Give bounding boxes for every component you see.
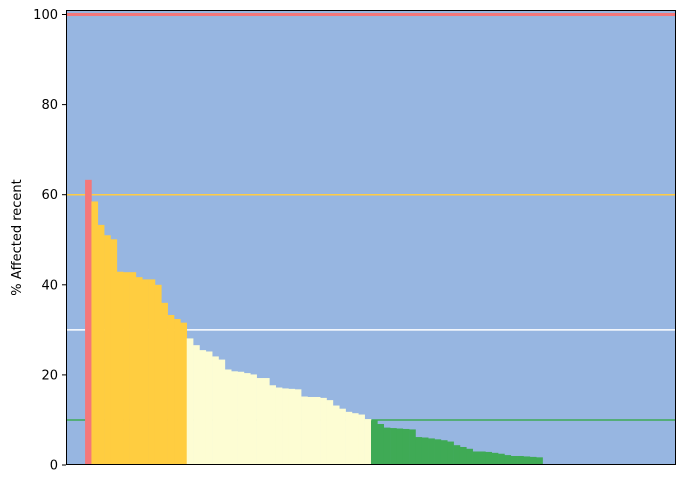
- bar: [129, 272, 137, 465]
- bar: [256, 378, 264, 465]
- bars: [85, 179, 543, 465]
- bar: [123, 272, 130, 465]
- bar: [364, 419, 372, 465]
- y-tick-label: 40: [41, 278, 58, 293]
- bar: [377, 424, 384, 465]
- y-tick-label: 80: [41, 98, 58, 113]
- bar: [282, 388, 289, 465]
- bar: [212, 356, 219, 465]
- bar: [167, 314, 175, 465]
- bar: [262, 378, 270, 465]
- bar: [415, 437, 423, 465]
- bar: [91, 201, 99, 465]
- bar: [485, 451, 493, 465]
- bar: [110, 239, 118, 465]
- bar: [459, 446, 467, 465]
- bar: [193, 345, 200, 465]
- bar: [491, 452, 499, 465]
- bar: [434, 439, 442, 465]
- bar: [529, 456, 537, 465]
- bar: [275, 387, 283, 465]
- bar: [523, 456, 531, 465]
- bar: [231, 371, 238, 465]
- plot-frame: [66, 10, 676, 465]
- bar: [472, 451, 480, 465]
- y-axis-label: % Affected recent: [10, 179, 25, 296]
- bar: [97, 224, 105, 465]
- bar: [326, 400, 334, 465]
- y-axis: 0 20 40 60 80 100: [33, 8, 66, 474]
- bar: [186, 338, 194, 465]
- y-tick-label: 60: [41, 188, 58, 203]
- bar: [504, 455, 512, 465]
- bar: [447, 441, 454, 465]
- bar: [199, 350, 207, 465]
- bar: [135, 277, 143, 465]
- bar: [402, 428, 410, 465]
- bar: [517, 455, 524, 465]
- bar: [85, 179, 92, 465]
- bar: [339, 408, 346, 465]
- bar: [250, 374, 257, 465]
- bar: [180, 322, 188, 465]
- bar: [174, 319, 181, 465]
- bar: [224, 369, 232, 465]
- bar: [440, 440, 448, 465]
- y-tick-label: 20: [41, 368, 58, 383]
- bar: [371, 420, 378, 465]
- bar: [313, 396, 321, 465]
- bar: [345, 411, 353, 465]
- y-tick-label: 0: [50, 459, 58, 474]
- bar: [294, 389, 302, 465]
- bar: [351, 413, 359, 465]
- bar: [243, 373, 251, 465]
- bar: [453, 445, 461, 465]
- bar: [390, 428, 397, 465]
- bar: [479, 451, 486, 465]
- bar: [142, 279, 149, 465]
- bar: [332, 405, 340, 465]
- bar: [104, 235, 111, 465]
- bar: [205, 351, 213, 465]
- bar: [148, 279, 156, 465]
- bar: [320, 397, 327, 465]
- bar: [307, 396, 315, 465]
- bar: [154, 284, 162, 465]
- bar: [428, 438, 435, 465]
- bar: [116, 271, 124, 465]
- bar: [421, 437, 429, 465]
- bar: [498, 453, 505, 465]
- bar: [396, 428, 404, 465]
- bar: [218, 359, 226, 465]
- y-tick-label: 100: [33, 8, 58, 23]
- bar: [466, 448, 473, 465]
- bar: [237, 371, 245, 465]
- bar: [269, 385, 276, 465]
- bar: [301, 396, 308, 465]
- bar: [536, 457, 543, 465]
- bar: [510, 455, 518, 465]
- bar: [161, 302, 168, 465]
- bar: [383, 427, 391, 465]
- bar: [288, 388, 296, 465]
- bar: [409, 429, 416, 465]
- bar: [358, 414, 365, 465]
